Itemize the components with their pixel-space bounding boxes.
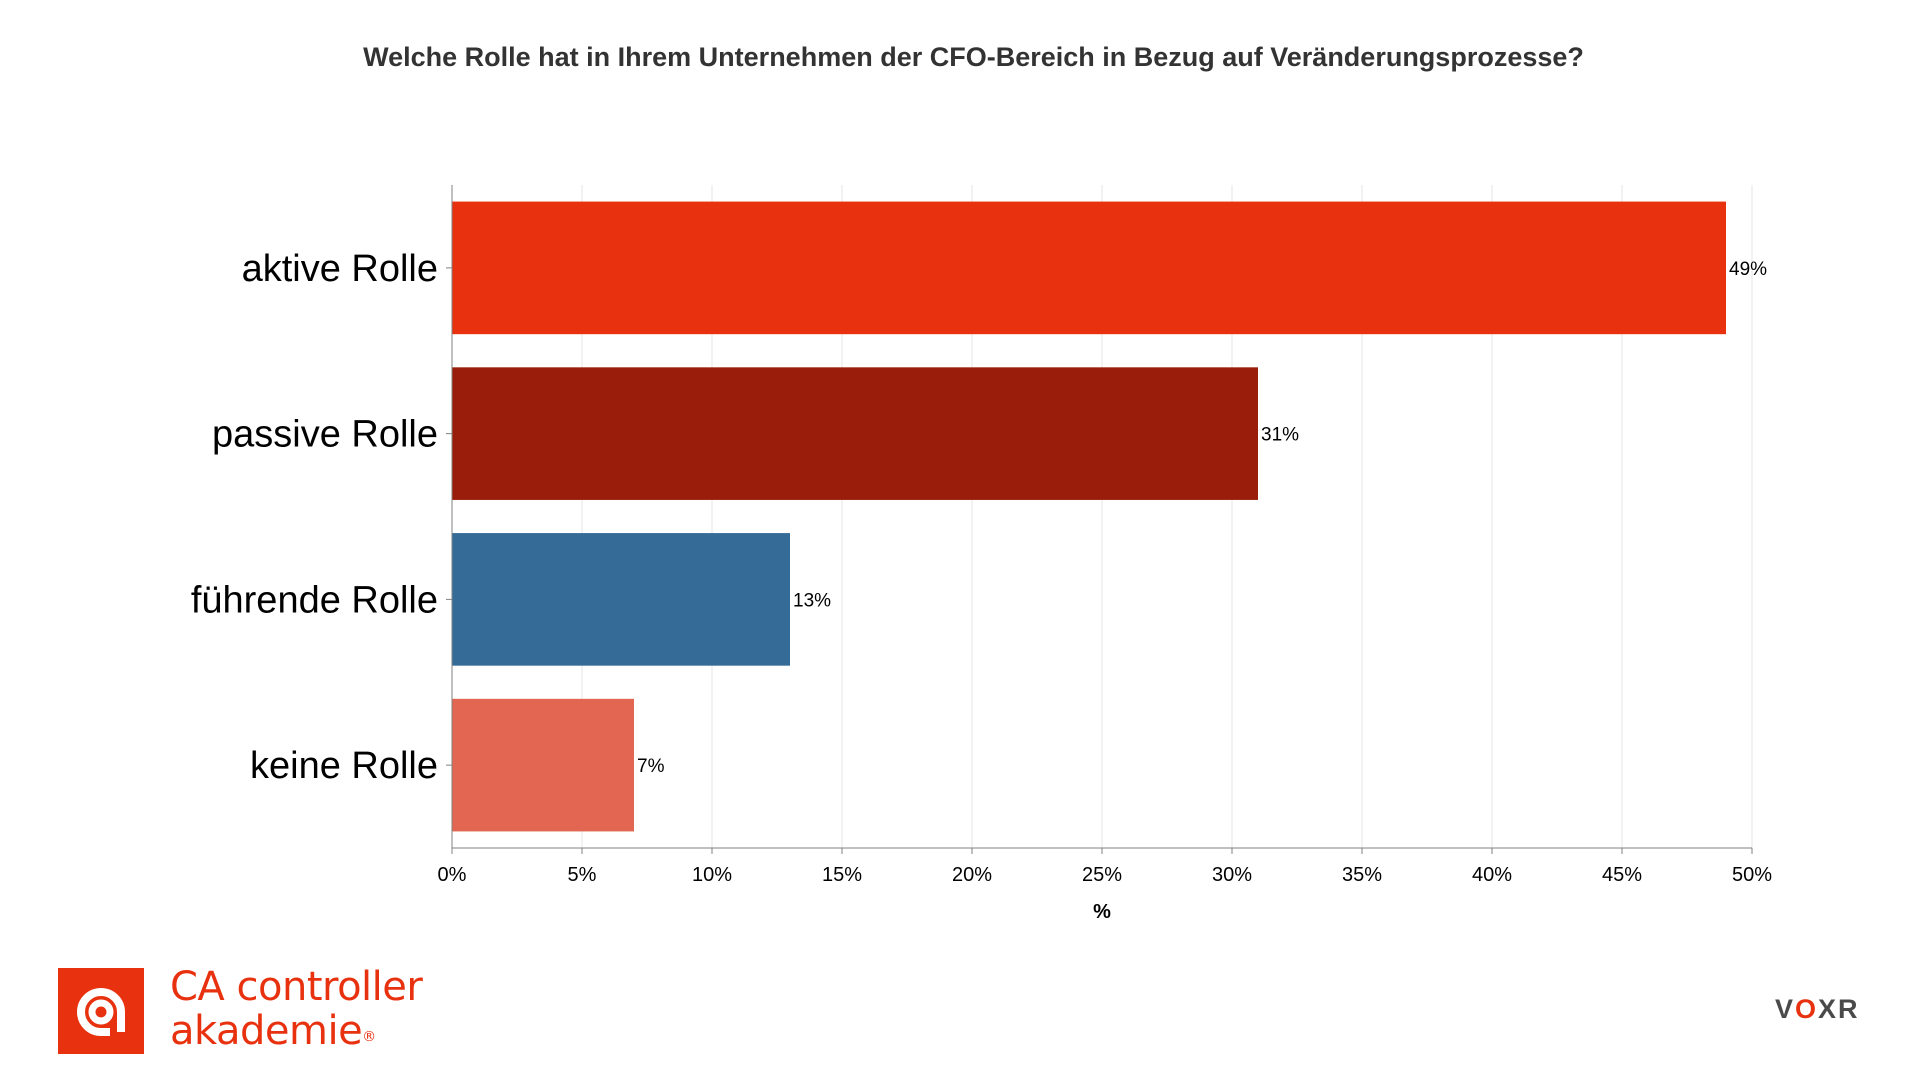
value-label: 13% [793,590,831,611]
chart-title: Welche Rolle hat in Ihrem Unternehmen de… [363,42,1584,72]
ca-logo-text: CA controller akademie® [170,964,423,1053]
x-tick-label: 40% [1472,864,1512,886]
voxr-logo: VOXR [1775,994,1860,1025]
x-tick-label: 30% [1212,864,1252,886]
ca-logo-icon [58,968,144,1054]
bar [452,367,1258,500]
voxr-letter-o: O [1795,994,1819,1024]
category-label: keine Rolle [250,745,438,787]
voxr-letters-xr: XR [1818,994,1860,1024]
value-label: 7% [637,756,665,777]
x-tick-label: 20% [952,864,992,886]
x-tick-label: 5% [568,864,597,886]
logo-line-2-text: akademie [170,1008,363,1054]
x-tick-label: 0% [438,864,467,886]
logo-line-2: akademie® [170,1009,422,1053]
category-label: aktive Rolle [242,248,438,290]
logo-line-1: CA controller [170,964,423,1010]
labels: 0% 5% 10% 15% 20% 25% 30% 35% 40% 45% 50% aktive Ro… [191,248,1772,886]
bar [452,698,634,832]
axes [446,185,1753,854]
x-tick-label: 35% [1342,864,1382,886]
x-tick-label: 15% [822,864,862,886]
category-label: führende Rolle [191,579,438,621]
registered-mark: ® [362,1029,376,1045]
category-label: passive Rolle [212,414,438,456]
bar [452,533,790,666]
value-label: 31% [1261,425,1299,446]
voxr-letter-v: V [1775,994,1796,1024]
bars [452,201,1726,832]
x-tick-label: 45% [1602,864,1642,886]
x-axis-title: % [1093,901,1111,923]
bar [452,201,1726,335]
x-tick-label: 10% [692,864,732,886]
x-tick-label: 50% [1732,864,1772,886]
x-tick-label: 25% [1082,864,1122,886]
value-label: 49% [1729,259,1767,280]
